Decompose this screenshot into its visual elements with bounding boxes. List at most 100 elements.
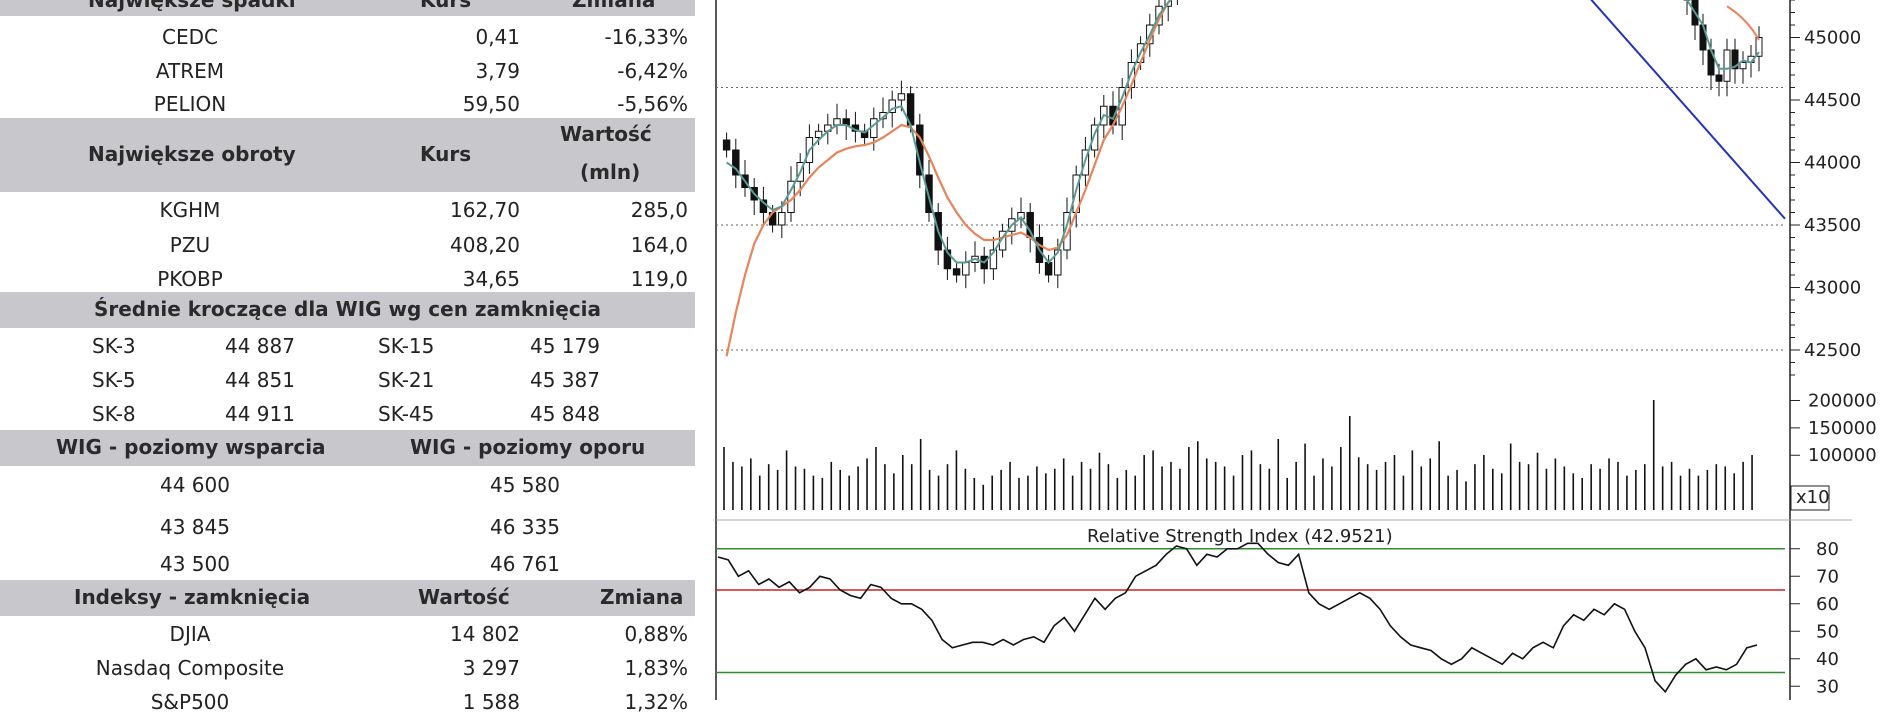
candle-body <box>989 249 998 270</box>
index-value: 1 588 <box>462 690 520 714</box>
candle-body <box>1739 62 1747 70</box>
resistance-header: WIG - poziomy oporu <box>410 435 646 459</box>
turnover-row: PZU 408,20 164,0 <box>0 229 695 263</box>
rsi-tick-label: 40 <box>1816 649 1839 670</box>
rsi-tick-label: 70 <box>1816 566 1839 587</box>
price: 408,20 <box>450 233 520 257</box>
index-name: S&P500 <box>150 690 230 714</box>
ma-slow-line <box>725 0 1172 357</box>
candle-body <box>1723 49 1731 82</box>
ma-fast-line <box>1686 0 1760 70</box>
candle-body <box>897 93 906 101</box>
decliners-row: PELION 59,50 -5,56% <box>0 89 695 119</box>
candle-body <box>722 139 731 151</box>
ticker: KGHM <box>159 198 221 222</box>
ticker: CEDC <box>162 25 218 49</box>
volume-tick-label: 100000 <box>1808 445 1877 466</box>
ma-row: SK-3 44 887 SK-15 45 179 <box>0 330 695 364</box>
ma-value: 45 848 <box>530 402 600 426</box>
candle-body <box>888 99 896 113</box>
ticker: ATREM <box>155 59 225 83</box>
index-value: 3 297 <box>462 656 520 680</box>
decliners-row: CEDC 0,41 -16,33% <box>0 22 695 54</box>
value: 164,0 <box>630 233 688 257</box>
resistance-level: 45 580 <box>490 473 560 497</box>
ticker: PELION <box>153 92 227 116</box>
index-change: 0,88% <box>624 622 688 646</box>
candle-body <box>778 212 786 226</box>
price: 0,41 <box>475 25 520 49</box>
index-name: DJIA <box>169 622 211 646</box>
ma-value: 45 387 <box>530 368 600 392</box>
volume-tick-label: 150000 <box>1808 418 1877 439</box>
rsi-title: Relative Strength Index (42.9521) <box>1087 526 1393 547</box>
value: 285,0 <box>630 198 688 222</box>
index-change: 1,32% <box>624 690 688 714</box>
moving-averages-title: Średnie kroczące dla WIG wg cen zamknięc… <box>93 297 602 321</box>
decliners-title: Największe spadki <box>88 0 296 12</box>
change: -6,42% <box>617 59 688 83</box>
candle-body <box>1731 49 1739 70</box>
value: 119,0 <box>630 267 688 291</box>
ma-value: 44 887 <box>225 334 295 358</box>
support-level: 43 845 <box>160 515 230 539</box>
candle-body <box>732 149 740 176</box>
rsi-line <box>717 542 1758 694</box>
levels-row: 43 845 46 335 <box>0 510 695 548</box>
price: 34,65 <box>462 267 520 291</box>
candle-body <box>962 262 970 276</box>
y-tick-label: 43000 <box>1804 278 1861 299</box>
turnover-price-header: Kurs <box>420 142 472 166</box>
y-tick-label: 44500 <box>1804 90 1861 111</box>
candle-body <box>1044 262 1053 276</box>
ma-value: 44 911 <box>225 402 295 426</box>
indices-header: Indeksy - zamknięcia Wartość Zmiana <box>0 580 695 616</box>
index-row: DJIA 14 802 0,88% <box>0 618 695 652</box>
decliners-header: Największe spadki Kurs Zmiana <box>0 0 695 16</box>
candle-body <box>1715 74 1723 82</box>
quotes-panel: Największe spadki Kurs Zmiana CEDC 0,41 … <box>0 0 695 714</box>
change: -5,56% <box>617 92 688 116</box>
turnover-header: Największe obroty Kurs Wartość (mln) <box>0 118 695 192</box>
wig-chart-svg: 42500 43000 43500 44000 44500 45000 100000 1500… <box>715 0 1877 700</box>
rsi-tick-label: 80 <box>1816 539 1839 560</box>
ma-label: SK-15 <box>378 334 435 358</box>
resistance-level: 46 335 <box>490 515 560 539</box>
indices-value-header: Wartość <box>418 585 510 609</box>
rsi-tick-label: 50 <box>1816 621 1839 642</box>
levels-row: 44 600 45 580 <box>0 468 695 508</box>
y-tick-label: 44000 <box>1804 153 1861 174</box>
volume-multiplier: x10 <box>1796 487 1830 508</box>
ticker: PZU <box>169 233 211 257</box>
index-value: 14 802 <box>450 622 520 646</box>
ma-value: 45 179 <box>530 334 600 358</box>
decliners-row: ATREM 3,79 -6,42% <box>0 56 695 88</box>
moving-averages-header: Średnie kroczące dla WIG wg cen zamknięc… <box>0 292 695 328</box>
candle-body <box>998 230 1007 251</box>
ma-label: SK-45 <box>378 402 435 426</box>
levels-row: 43 500 46 761 <box>0 548 695 580</box>
ticker: PKOBP <box>157 267 223 291</box>
ma-row: SK-5 44 851 SK-21 45 387 <box>0 364 695 398</box>
ma-label: SK-5 <box>92 368 136 392</box>
wig-chart: 42500 43000 43500 44000 44500 45000 100000 1500… <box>712 0 1900 700</box>
price: 162,70 <box>450 198 520 222</box>
trendline <box>1590 0 1786 220</box>
index-row: S&P500 1 588 1,32% <box>0 686 695 716</box>
index-row: Nasdaq Composite 3 297 1,83% <box>0 652 695 686</box>
support-level: 43 500 <box>160 552 230 576</box>
index-name: Nasdaq Composite <box>95 656 285 680</box>
volume-multiplier-box <box>1790 485 1830 511</box>
ma-slow-line <box>1726 5 1760 41</box>
rsi-tick-label: 30 <box>1816 676 1839 697</box>
candle-body <box>1063 212 1071 251</box>
candle-body <box>1755 37 1763 57</box>
decliners-price-header: Kurs <box>420 0 472 12</box>
turnover-title: Największe obroty <box>88 142 296 166</box>
turnover-row: PKOBP 34,65 119,0 <box>0 263 695 293</box>
rsi-tick-label: 60 <box>1816 594 1839 615</box>
turnover-value-header: Wartość <box>560 122 652 146</box>
indices-change-header: Zmiana <box>600 585 684 609</box>
ma-label: SK-8 <box>92 402 136 426</box>
ma-fast-line <box>726 0 1173 265</box>
